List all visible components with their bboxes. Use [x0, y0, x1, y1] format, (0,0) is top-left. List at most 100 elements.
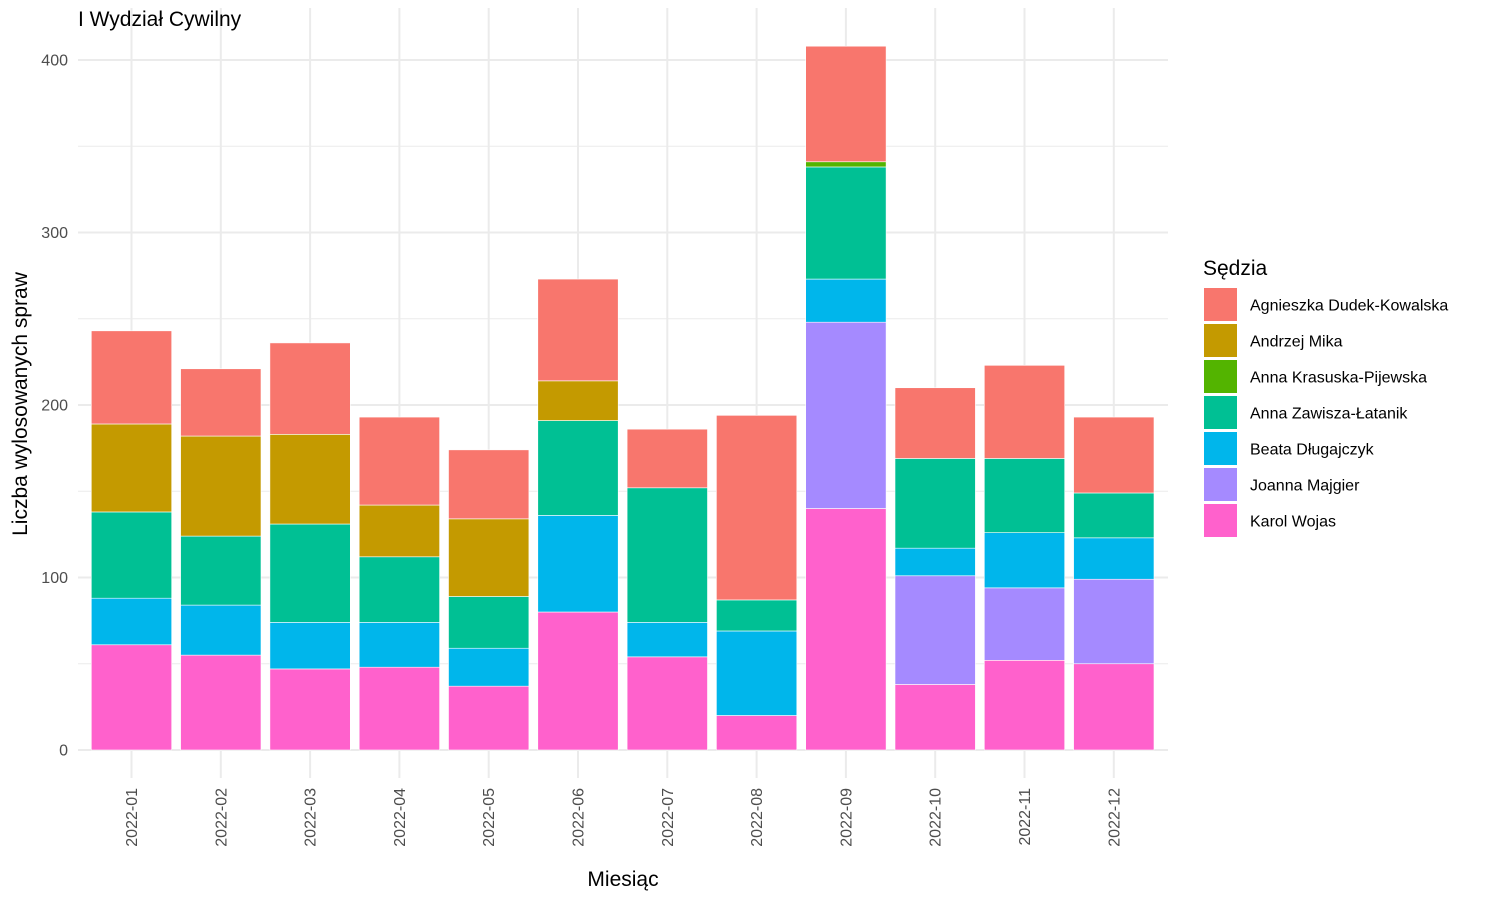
bar-segment	[180, 604, 262, 656]
bar-segment	[537, 380, 619, 421]
bar-segment	[1073, 663, 1155, 751]
bar-segment	[1073, 492, 1155, 539]
bar-segment	[180, 654, 262, 751]
bar-segment	[716, 599, 798, 632]
bar-stack-2022-06	[537, 278, 619, 751]
x-axis-title: Miesiąc	[587, 868, 658, 891]
bar-segment	[537, 420, 619, 516]
bar-segment	[716, 415, 798, 601]
bar-segment	[358, 504, 440, 558]
bar-segment	[626, 428, 708, 489]
bar-segment	[448, 596, 530, 649]
legend-label: Joanna Majgier	[1250, 478, 1360, 495]
bar-segment	[358, 666, 440, 751]
legend-swatch	[1204, 432, 1237, 465]
y-tick-label: 200	[41, 398, 68, 415]
bar-stack-2022-03	[269, 342, 351, 751]
y-axis-ticks: 0 100 200 300 400	[41, 53, 68, 760]
y-tick-label: 0	[59, 743, 68, 760]
legend-swatch	[1204, 324, 1237, 357]
bar-segment	[983, 659, 1065, 751]
x-tick-label: 2022-01	[124, 788, 141, 847]
bar-stack-2022-05	[448, 449, 530, 751]
bar-segment	[894, 387, 976, 459]
bar-segment	[1073, 416, 1155, 494]
legend-item: Karol Wojas	[1204, 504, 1336, 537]
bar-segment	[448, 518, 530, 597]
legend-swatch	[1204, 360, 1237, 393]
bar-segment	[626, 487, 708, 623]
bar-segment	[716, 715, 798, 751]
legend-label: Beata Długajczyk	[1250, 442, 1375, 459]
legend-item: Agnieszka Dudek-Kowalska	[1204, 288, 1448, 321]
x-tick-label: 2022-03	[303, 788, 320, 847]
bar-segment	[91, 597, 173, 646]
bars-layer	[91, 45, 1155, 751]
y-tick-label: 100	[41, 570, 68, 587]
bar-segment	[805, 161, 887, 168]
legend-label: Andrzej Mika	[1250, 334, 1343, 351]
legend-label: Anna Zawisza-Łatanik	[1250, 406, 1408, 423]
bar-segment	[626, 622, 708, 658]
x-tick-label: 2022-10	[928, 788, 945, 847]
bar-stack-2022-01	[91, 330, 173, 751]
legend-label: Anna Krasuska-Pijewska	[1250, 370, 1427, 387]
bar-stack-2022-11	[983, 365, 1065, 751]
legend-item: Anna Krasuska-Pijewska	[1204, 360, 1427, 393]
bar-segment	[805, 166, 887, 280]
bar-segment	[537, 611, 619, 751]
bar-segment	[983, 587, 1065, 661]
bar-segment	[537, 278, 619, 382]
bar-segment	[91, 423, 173, 513]
bar-segment	[805, 45, 887, 163]
bar-segment	[358, 622, 440, 668]
legend: Sędzia Agnieszka Dudek-Kowalska Andrzej M…	[1203, 257, 1448, 537]
legend-label: Karol Wojas	[1250, 514, 1336, 531]
bar-stack-2022-07	[626, 428, 708, 751]
bar-stack-2022-10	[894, 387, 976, 751]
bar-segment	[91, 511, 173, 599]
x-tick-label: 2022-02	[213, 788, 230, 847]
legend-items: Agnieszka Dudek-Kowalska Andrzej Mika Anna…	[1204, 288, 1448, 537]
bar-stack-2022-04	[358, 416, 440, 751]
bar-segment	[448, 685, 530, 751]
bar-segment	[269, 622, 351, 670]
bar-segment	[805, 321, 887, 509]
bar-segment	[448, 647, 530, 687]
x-tick-label: 2022-06	[571, 788, 588, 847]
bar-segment	[894, 575, 976, 685]
y-tick-label: 300	[41, 225, 68, 242]
y-axis-title: Liczba wylosowanych spraw	[9, 271, 32, 536]
bar-segment	[805, 508, 887, 751]
bar-segment	[626, 656, 708, 751]
legend-item: Beata Długajczyk	[1204, 432, 1375, 465]
bar-segment	[716, 630, 798, 716]
x-tick-label: 2022-12	[1106, 788, 1123, 847]
bar-segment	[1073, 578, 1155, 665]
bar-stack-2022-08	[716, 415, 798, 751]
bar-segment	[805, 278, 887, 323]
bar-segment	[358, 416, 440, 506]
x-tick-label: 2022-11	[1017, 788, 1034, 846]
bar-segment	[269, 668, 351, 751]
legend-swatch	[1204, 396, 1237, 429]
x-tick-label: 2022-04	[392, 788, 409, 847]
bar-segment	[983, 458, 1065, 533]
x-tick-label: 2022-05	[481, 788, 498, 847]
bar-segment	[537, 515, 619, 613]
legend-item: Andrzej Mika	[1204, 324, 1343, 357]
bar-stack-2022-09	[805, 45, 887, 751]
y-tick-label: 400	[41, 53, 68, 70]
bar-segment	[91, 644, 173, 751]
x-tick-label: 2022-07	[660, 788, 677, 847]
bar-segment	[91, 330, 173, 425]
legend-swatch	[1204, 504, 1237, 537]
bar-segment	[269, 342, 351, 435]
legend-label: Agnieszka Dudek-Kowalska	[1250, 298, 1448, 315]
x-axis-ticks: 2022-01 2022-02 2022-03 2022-04 2022-05 2022-…	[124, 788, 1123, 847]
bar-segment	[983, 532, 1065, 589]
bar-segment	[983, 365, 1065, 459]
bar-segment	[180, 535, 262, 606]
legend-swatch	[1204, 468, 1237, 501]
